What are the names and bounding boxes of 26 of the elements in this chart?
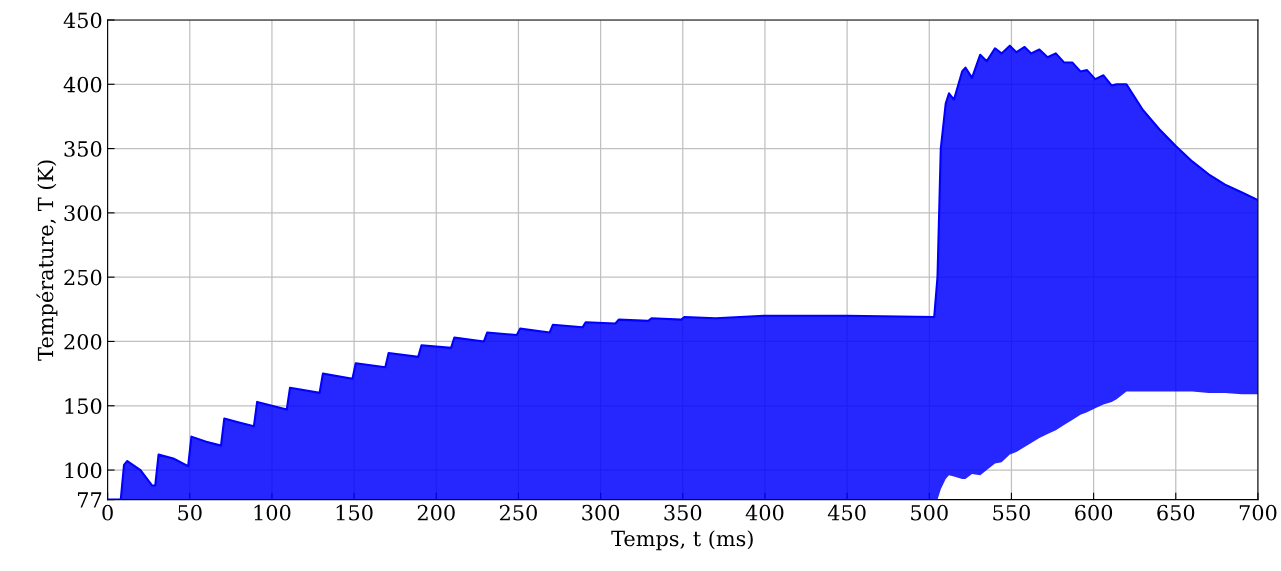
y-tick-label: 400 xyxy=(63,76,102,93)
x-tick-label: 500 xyxy=(911,504,948,521)
x-tick-label: 150 xyxy=(336,504,373,521)
x-tick-label: 0 xyxy=(102,504,113,521)
y-tick-label: 200 xyxy=(64,333,102,350)
y-tick-label: 250 xyxy=(64,269,102,286)
x-tick-label: 50 xyxy=(178,504,202,521)
y-tick-label: 150 xyxy=(65,398,102,414)
y-tick-label: 77 xyxy=(77,492,102,508)
y-tick-label: 300 xyxy=(64,205,102,222)
x-tick-label: 600 xyxy=(1075,504,1113,521)
x-tick-label: 400 xyxy=(745,504,784,521)
x-axis-title: Temps, t (ms) xyxy=(611,530,753,551)
y-axis-title: Température, T (K) xyxy=(36,160,58,361)
x-tick-label: 100 xyxy=(254,504,291,521)
x-tick-label: 450 xyxy=(827,504,866,521)
y-tick-label: 450 xyxy=(63,12,102,29)
y-tick-label: 350 xyxy=(64,141,102,157)
x-tick-label: 300 xyxy=(582,504,620,521)
x-tick-label: 250 xyxy=(499,504,537,521)
x-tick-label: 700 xyxy=(1239,504,1277,521)
x-tick-label: 550 xyxy=(993,504,1030,521)
x-tick-label: 200 xyxy=(417,504,455,521)
y-tick-label: 100 xyxy=(65,462,102,479)
x-tick-label: 650 xyxy=(1157,504,1195,521)
x-tick-label: 350 xyxy=(664,504,702,521)
